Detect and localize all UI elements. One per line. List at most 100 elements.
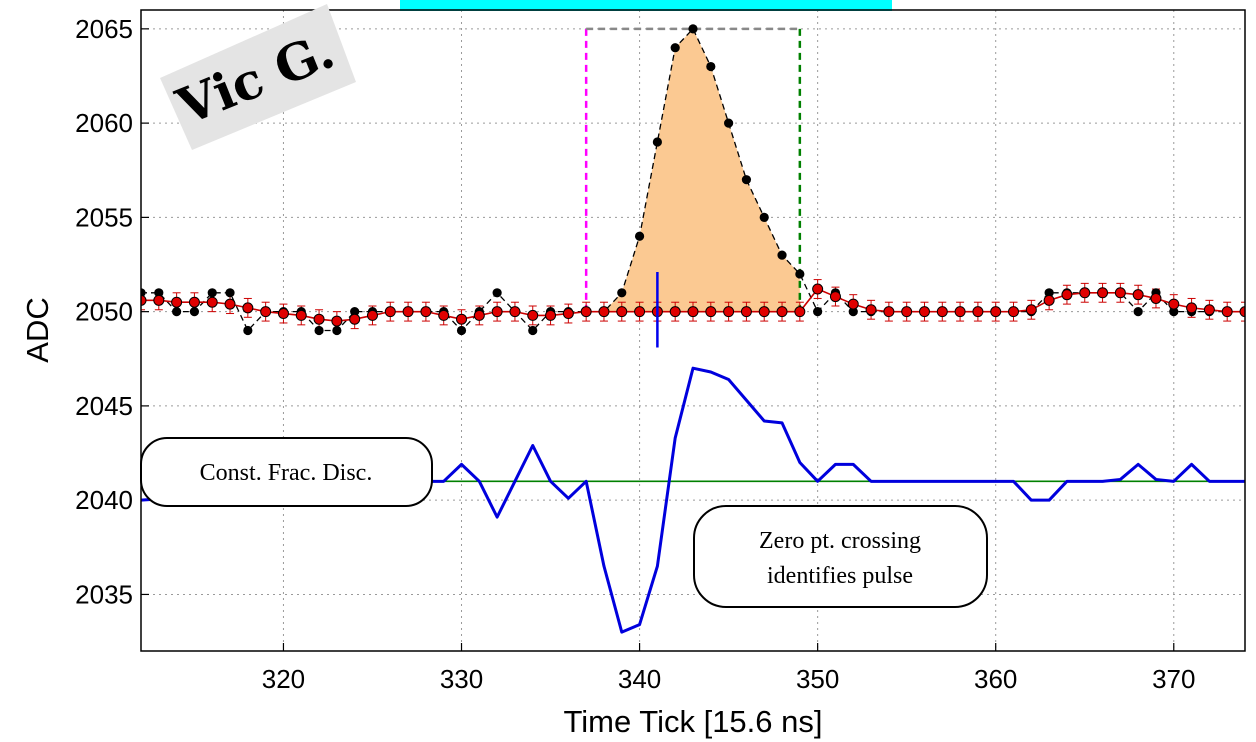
raw-data-point bbox=[332, 325, 342, 336]
baseline-data-point bbox=[1061, 289, 1073, 301]
baseline-data-point bbox=[224, 298, 236, 310]
baseline-data-point bbox=[634, 306, 646, 318]
cyan-band bbox=[400, 0, 892, 11]
pulse-area bbox=[586, 28, 800, 312]
baseline-data-point bbox=[1025, 304, 1037, 316]
baseline-data-point bbox=[206, 296, 218, 308]
baseline-data-point bbox=[580, 306, 592, 318]
raw-data-point bbox=[189, 307, 200, 317]
baseline-data-point bbox=[687, 306, 699, 318]
baseline-data-point bbox=[1079, 287, 1091, 299]
baseline-data-point bbox=[723, 306, 735, 318]
series-group bbox=[141, 24, 1245, 634]
baseline-data-point bbox=[141, 294, 147, 306]
y-axis-label: ADC bbox=[20, 297, 55, 362]
raw-data-point bbox=[456, 325, 467, 336]
baseline-data-point bbox=[420, 306, 432, 318]
baseline-data-point bbox=[313, 313, 325, 325]
x-tick-label: 320 bbox=[262, 664, 305, 694]
raw-data-point bbox=[207, 288, 217, 298]
baseline-data-point bbox=[509, 306, 521, 318]
baseline-data-point bbox=[242, 302, 254, 314]
baseline-data-point bbox=[331, 315, 343, 327]
raw-data-point bbox=[724, 118, 734, 128]
x-tick-label: 360 bbox=[974, 664, 1017, 694]
y-tick-label: 2050 bbox=[75, 297, 133, 327]
stamp-label: Vic G. bbox=[160, 4, 356, 150]
raw-data-point bbox=[634, 231, 645, 241]
cfd-series-line bbox=[141, 366, 1245, 634]
raw-data-point bbox=[528, 325, 538, 336]
baseline-data-point bbox=[812, 283, 824, 295]
baseline-data-point bbox=[188, 296, 200, 308]
callout-cfd: Const. Frac. Disc. bbox=[140, 437, 433, 507]
stamp-background bbox=[160, 4, 356, 150]
tick-labels: 320 330 340 350 360 370 2035 2040 2045 2050 2055 20… bbox=[75, 14, 1195, 694]
baseline-data-point bbox=[954, 306, 966, 318]
raw-data-point bbox=[741, 175, 752, 185]
callout-zero-line1: Zero pt. crossing bbox=[759, 528, 921, 554]
y-tick-label: 2065 bbox=[75, 14, 133, 44]
raw-data-point bbox=[225, 288, 235, 298]
cyan-band-rect bbox=[400, 0, 892, 11]
raw-data-point bbox=[314, 325, 324, 336]
x-tick-label: 350 bbox=[796, 664, 839, 694]
baseline-data-point bbox=[277, 308, 289, 320]
baseline-data-point bbox=[829, 291, 841, 303]
raw-data-point bbox=[172, 307, 182, 317]
baseline-data-point bbox=[1168, 298, 1180, 310]
baseline-data-point bbox=[1203, 304, 1215, 316]
y-tick-label: 2045 bbox=[75, 391, 133, 421]
x-axis-label: Time Tick [15.6 ns] bbox=[564, 704, 823, 739]
callout-zero-line2: identifies pulse bbox=[767, 563, 913, 589]
baseline-data-point bbox=[669, 306, 681, 318]
x-tick-label: 370 bbox=[1152, 664, 1195, 694]
raw-data-point bbox=[1133, 307, 1143, 317]
baseline-data-point bbox=[527, 309, 539, 321]
callout-cfd-box bbox=[140, 437, 433, 507]
raw-data-point bbox=[243, 325, 253, 336]
raw-series-line bbox=[141, 27, 1245, 332]
baseline-data-point bbox=[366, 309, 378, 321]
baseline-data-point bbox=[847, 298, 859, 310]
pulse-fill-area bbox=[586, 28, 800, 312]
baseline-data-point bbox=[918, 306, 930, 318]
raw-data-point bbox=[1044, 288, 1054, 298]
baseline-data-point bbox=[990, 306, 1002, 318]
x-tick-label: 340 bbox=[618, 664, 661, 694]
raw-data-point bbox=[759, 212, 769, 222]
callout-cfd-text: Const. Frac. Disc. bbox=[200, 460, 373, 486]
baseline-data-point bbox=[384, 306, 396, 318]
baseline-data-point bbox=[402, 306, 414, 318]
baseline-data-point bbox=[972, 306, 984, 318]
baseline-data-point bbox=[456, 313, 468, 325]
baseline-data-point bbox=[705, 306, 717, 318]
baseline-data-point bbox=[473, 309, 485, 321]
y-tick-label: 2040 bbox=[75, 485, 133, 515]
baseline-data-point bbox=[936, 306, 948, 318]
baseline-data-point bbox=[1150, 292, 1162, 304]
x-tick-label: 330 bbox=[440, 664, 483, 694]
baseline-data-point bbox=[901, 306, 913, 318]
baseline-data-point bbox=[1221, 306, 1233, 318]
baseline-data-point bbox=[491, 306, 503, 318]
plot-frame bbox=[140, 9, 1246, 652]
baseline-data-point bbox=[776, 306, 788, 318]
raw-data-point bbox=[350, 307, 360, 317]
baseline-data-point bbox=[295, 309, 307, 321]
baseline-data-point bbox=[865, 304, 877, 316]
raw-data-point bbox=[670, 43, 680, 53]
raw-data-point bbox=[617, 288, 627, 298]
baseline-data-point bbox=[794, 306, 806, 318]
raw-data-point bbox=[813, 307, 823, 317]
baseline-data-point bbox=[349, 313, 361, 325]
y-tick-label: 2055 bbox=[75, 202, 133, 232]
baseline-data-point bbox=[1114, 287, 1126, 299]
raw-data-point bbox=[688, 24, 698, 34]
baseline-data-point bbox=[171, 296, 183, 308]
raw-data-point bbox=[777, 250, 787, 260]
baseline-data-point bbox=[438, 309, 450, 321]
y-tick-label: 2035 bbox=[75, 579, 133, 609]
raw-data-point bbox=[1169, 307, 1179, 317]
baseline-data-point bbox=[1186, 302, 1198, 314]
